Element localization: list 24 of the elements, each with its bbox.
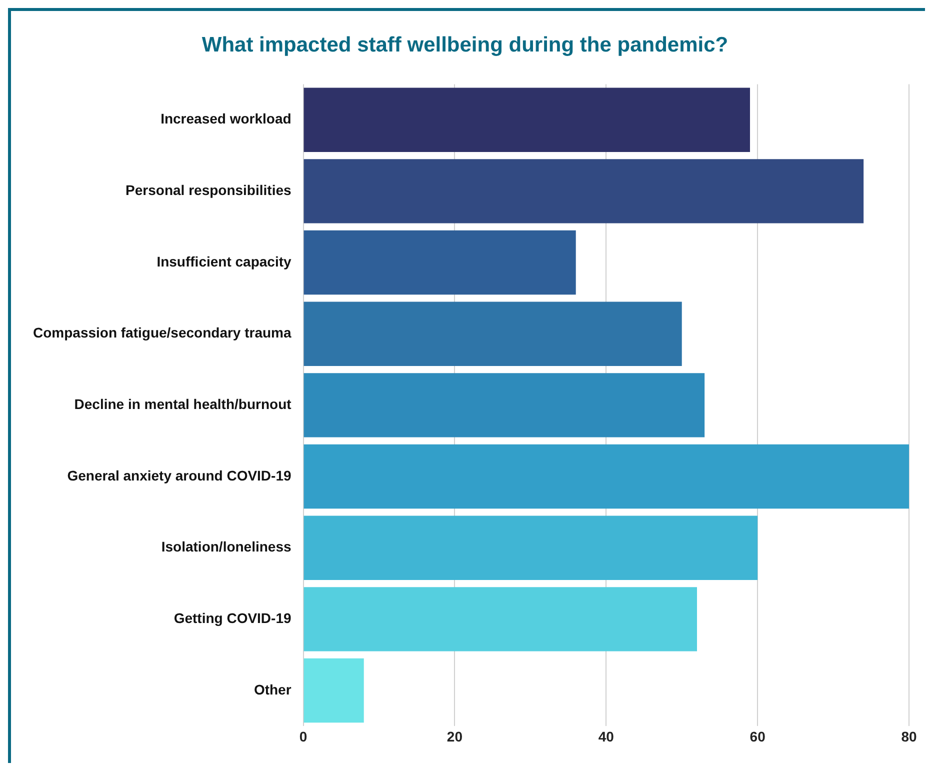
bar — [304, 587, 697, 652]
bar — [304, 373, 705, 438]
y-tick-label: Insufficient capacity — [156, 253, 292, 270]
x-tick-label: 40 — [598, 728, 614, 744]
x-tick-label: 60 — [750, 728, 766, 744]
y-tick-label: Personal responsibilities — [126, 182, 292, 198]
y-tick-label: Isolation/loneliness — [161, 538, 292, 555]
bar — [304, 230, 576, 295]
y-tick-label: Other — [254, 681, 292, 698]
y-tick-label: Getting COVID-19 — [174, 610, 292, 626]
x-tick-label: 0 — [299, 728, 308, 744]
bar — [304, 658, 364, 723]
y-tick-label: Decline in mental health/burnout — [74, 396, 292, 412]
x-tick-label: 80 — [901, 728, 917, 744]
bar — [304, 516, 758, 580]
bar — [304, 88, 750, 152]
y-tick-label: Increased workload — [160, 110, 292, 127]
chart-title: What impacted staff wellbeing during the pandemic? — [202, 33, 728, 56]
bar — [304, 444, 909, 509]
x-tick-label: 20 — [446, 728, 463, 744]
y-tick-label: Compassion fatigue/secondary trauma — [32, 324, 292, 341]
bar — [304, 302, 682, 366]
y-tick-label: General anxiety around COVID-19 — [67, 467, 292, 484]
bar — [304, 159, 864, 224]
